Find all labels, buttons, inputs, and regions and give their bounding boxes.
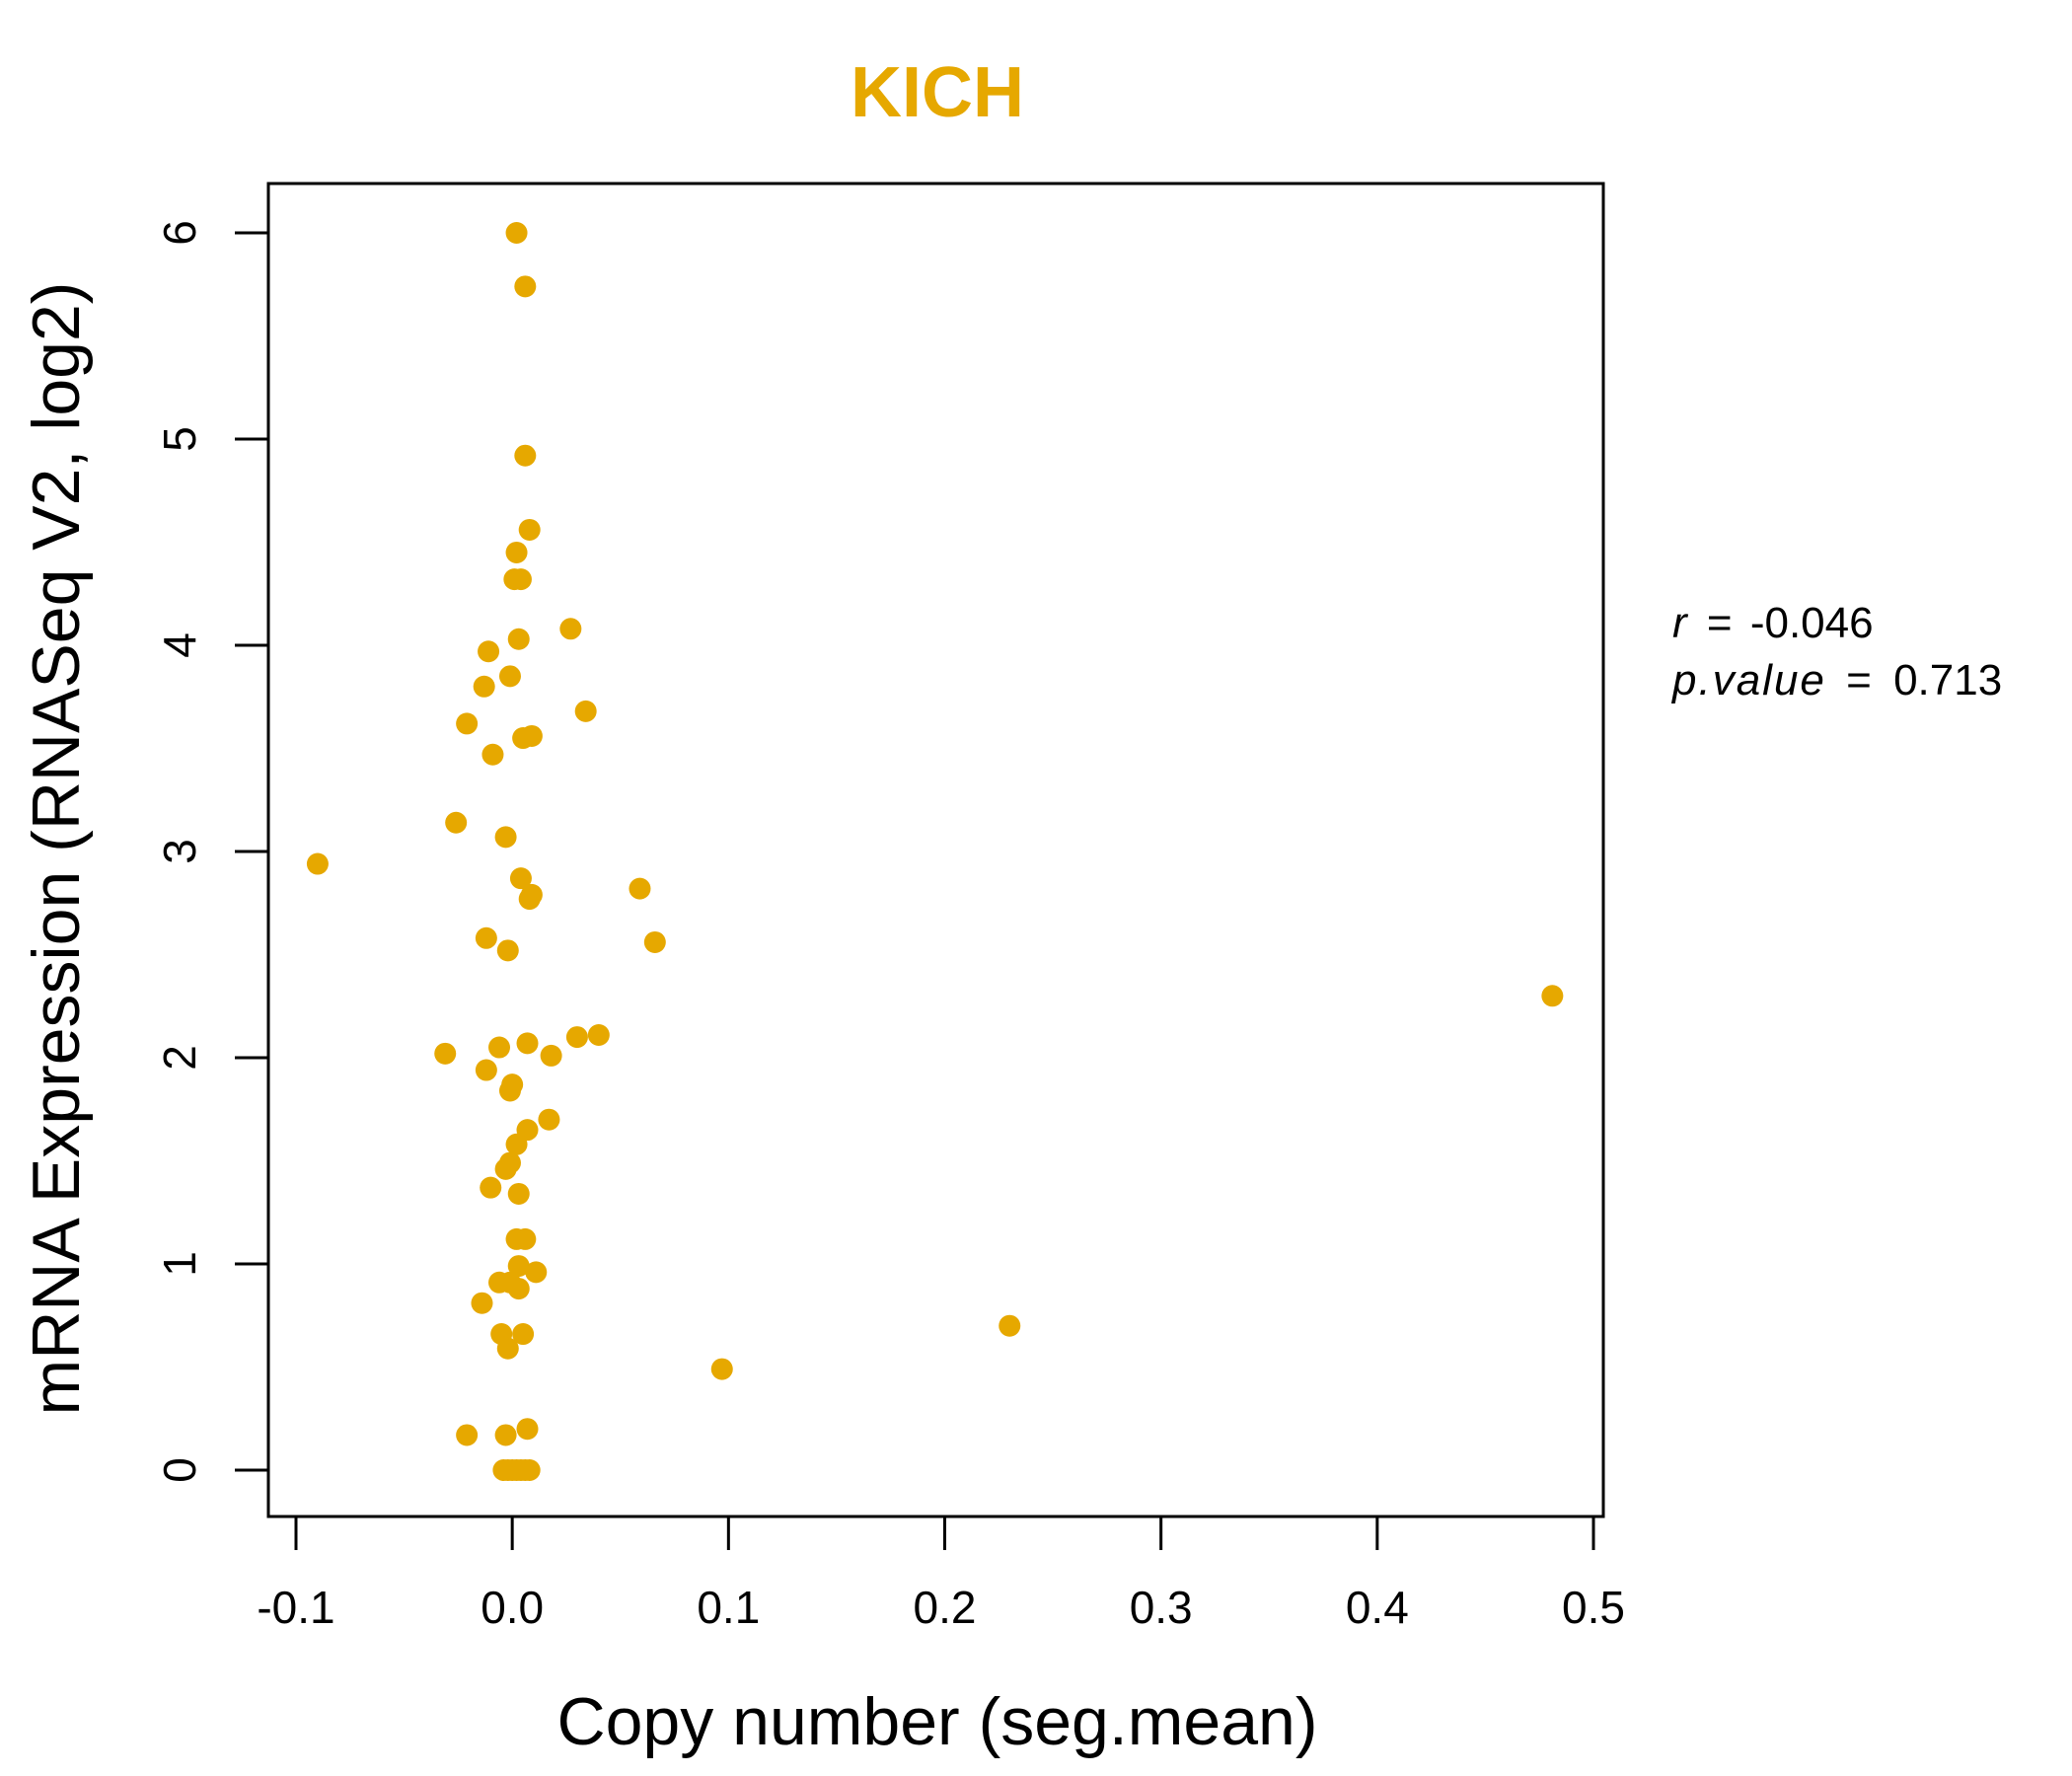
y-tick-label: 6 xyxy=(154,220,205,246)
data-point xyxy=(473,675,495,698)
data-point xyxy=(507,1278,530,1300)
y-tick-label: 3 xyxy=(154,839,205,864)
correlation-r: r = -0.046 xyxy=(1672,599,1874,647)
data-point xyxy=(525,1261,548,1284)
data-point xyxy=(509,867,532,890)
data-points xyxy=(306,222,1564,1481)
y-axis-title: mRNA Expression (RNASeq V2, log2) xyxy=(19,282,94,1416)
data-point xyxy=(507,1255,530,1278)
y-axis: 0 1 2 3 4 5 6 xyxy=(154,220,270,1483)
data-point xyxy=(565,1026,588,1049)
x-tick-label: -0.1 xyxy=(257,1582,334,1633)
y-tick-label: 0 xyxy=(154,1457,205,1483)
y-tick-label: 1 xyxy=(154,1251,205,1277)
x-tick-label: 0.5 xyxy=(1562,1582,1625,1633)
data-point xyxy=(475,926,497,949)
data-point xyxy=(494,826,517,849)
data-point xyxy=(514,275,537,298)
p-value: 0.713 xyxy=(1893,656,2002,704)
data-point xyxy=(516,1032,539,1055)
x-tick-label: 0.0 xyxy=(481,1582,544,1633)
data-point xyxy=(512,727,535,750)
data-point xyxy=(445,811,468,834)
data-point xyxy=(1541,985,1564,1007)
r-label: r xyxy=(1672,599,1689,647)
data-point xyxy=(496,939,519,962)
data-point xyxy=(306,852,329,875)
x-axis: -0.1 0.0 0.1 0.2 0.3 0.4 0.5 xyxy=(257,1515,1625,1633)
data-point xyxy=(514,444,537,467)
data-point xyxy=(520,883,543,906)
data-point xyxy=(643,930,666,953)
data-point xyxy=(498,1079,521,1102)
y-tick-label: 5 xyxy=(154,426,205,452)
r-value: -0.046 xyxy=(1750,599,1874,647)
chart-title: KICH xyxy=(851,53,1024,132)
r-equals: = xyxy=(1707,599,1733,647)
data-point xyxy=(471,1292,493,1314)
data-point xyxy=(518,1459,541,1481)
data-point xyxy=(516,1418,539,1441)
plot-frame xyxy=(266,182,1605,1518)
data-point xyxy=(488,1036,511,1059)
data-point xyxy=(434,1042,457,1065)
data-point xyxy=(505,541,528,563)
data-point xyxy=(456,712,479,735)
p-equals: = xyxy=(1846,656,1874,704)
data-point xyxy=(574,700,597,722)
data-point xyxy=(505,1133,528,1155)
data-point xyxy=(494,1424,517,1446)
data-point xyxy=(496,1337,519,1360)
y-tick-label: 4 xyxy=(154,632,205,658)
p-label: p.value xyxy=(1670,656,1826,704)
data-point xyxy=(512,1323,535,1346)
data-point xyxy=(494,1157,517,1180)
x-tick-label: 0.2 xyxy=(914,1582,977,1633)
x-tick-label: 0.1 xyxy=(697,1582,760,1633)
x-axis-title: Copy number (seg.mean) xyxy=(556,1684,1317,1759)
data-point xyxy=(456,1424,479,1446)
data-point xyxy=(509,568,532,591)
x-tick-label: 0.3 xyxy=(1130,1582,1193,1633)
data-point xyxy=(475,1059,497,1081)
data-point xyxy=(478,640,500,663)
data-point xyxy=(505,222,528,244)
correlation-annotation: r = -0.046 p.value = 0.713 xyxy=(1670,599,2002,704)
data-point xyxy=(587,1024,610,1047)
data-point xyxy=(559,618,582,640)
data-point xyxy=(507,1182,530,1205)
x-tick-label: 0.4 xyxy=(1346,1582,1409,1633)
data-point xyxy=(514,1227,537,1250)
data-point xyxy=(999,1314,1021,1337)
data-point xyxy=(481,743,504,766)
data-point xyxy=(710,1358,733,1380)
data-point xyxy=(629,877,651,900)
data-point xyxy=(518,518,541,541)
y-tick-label: 2 xyxy=(154,1045,205,1071)
data-point xyxy=(507,628,530,650)
data-point xyxy=(538,1108,560,1131)
data-point xyxy=(498,665,521,688)
data-point xyxy=(540,1044,562,1067)
correlation-p: p.value = 0.713 xyxy=(1670,656,2002,704)
data-point xyxy=(480,1176,502,1199)
